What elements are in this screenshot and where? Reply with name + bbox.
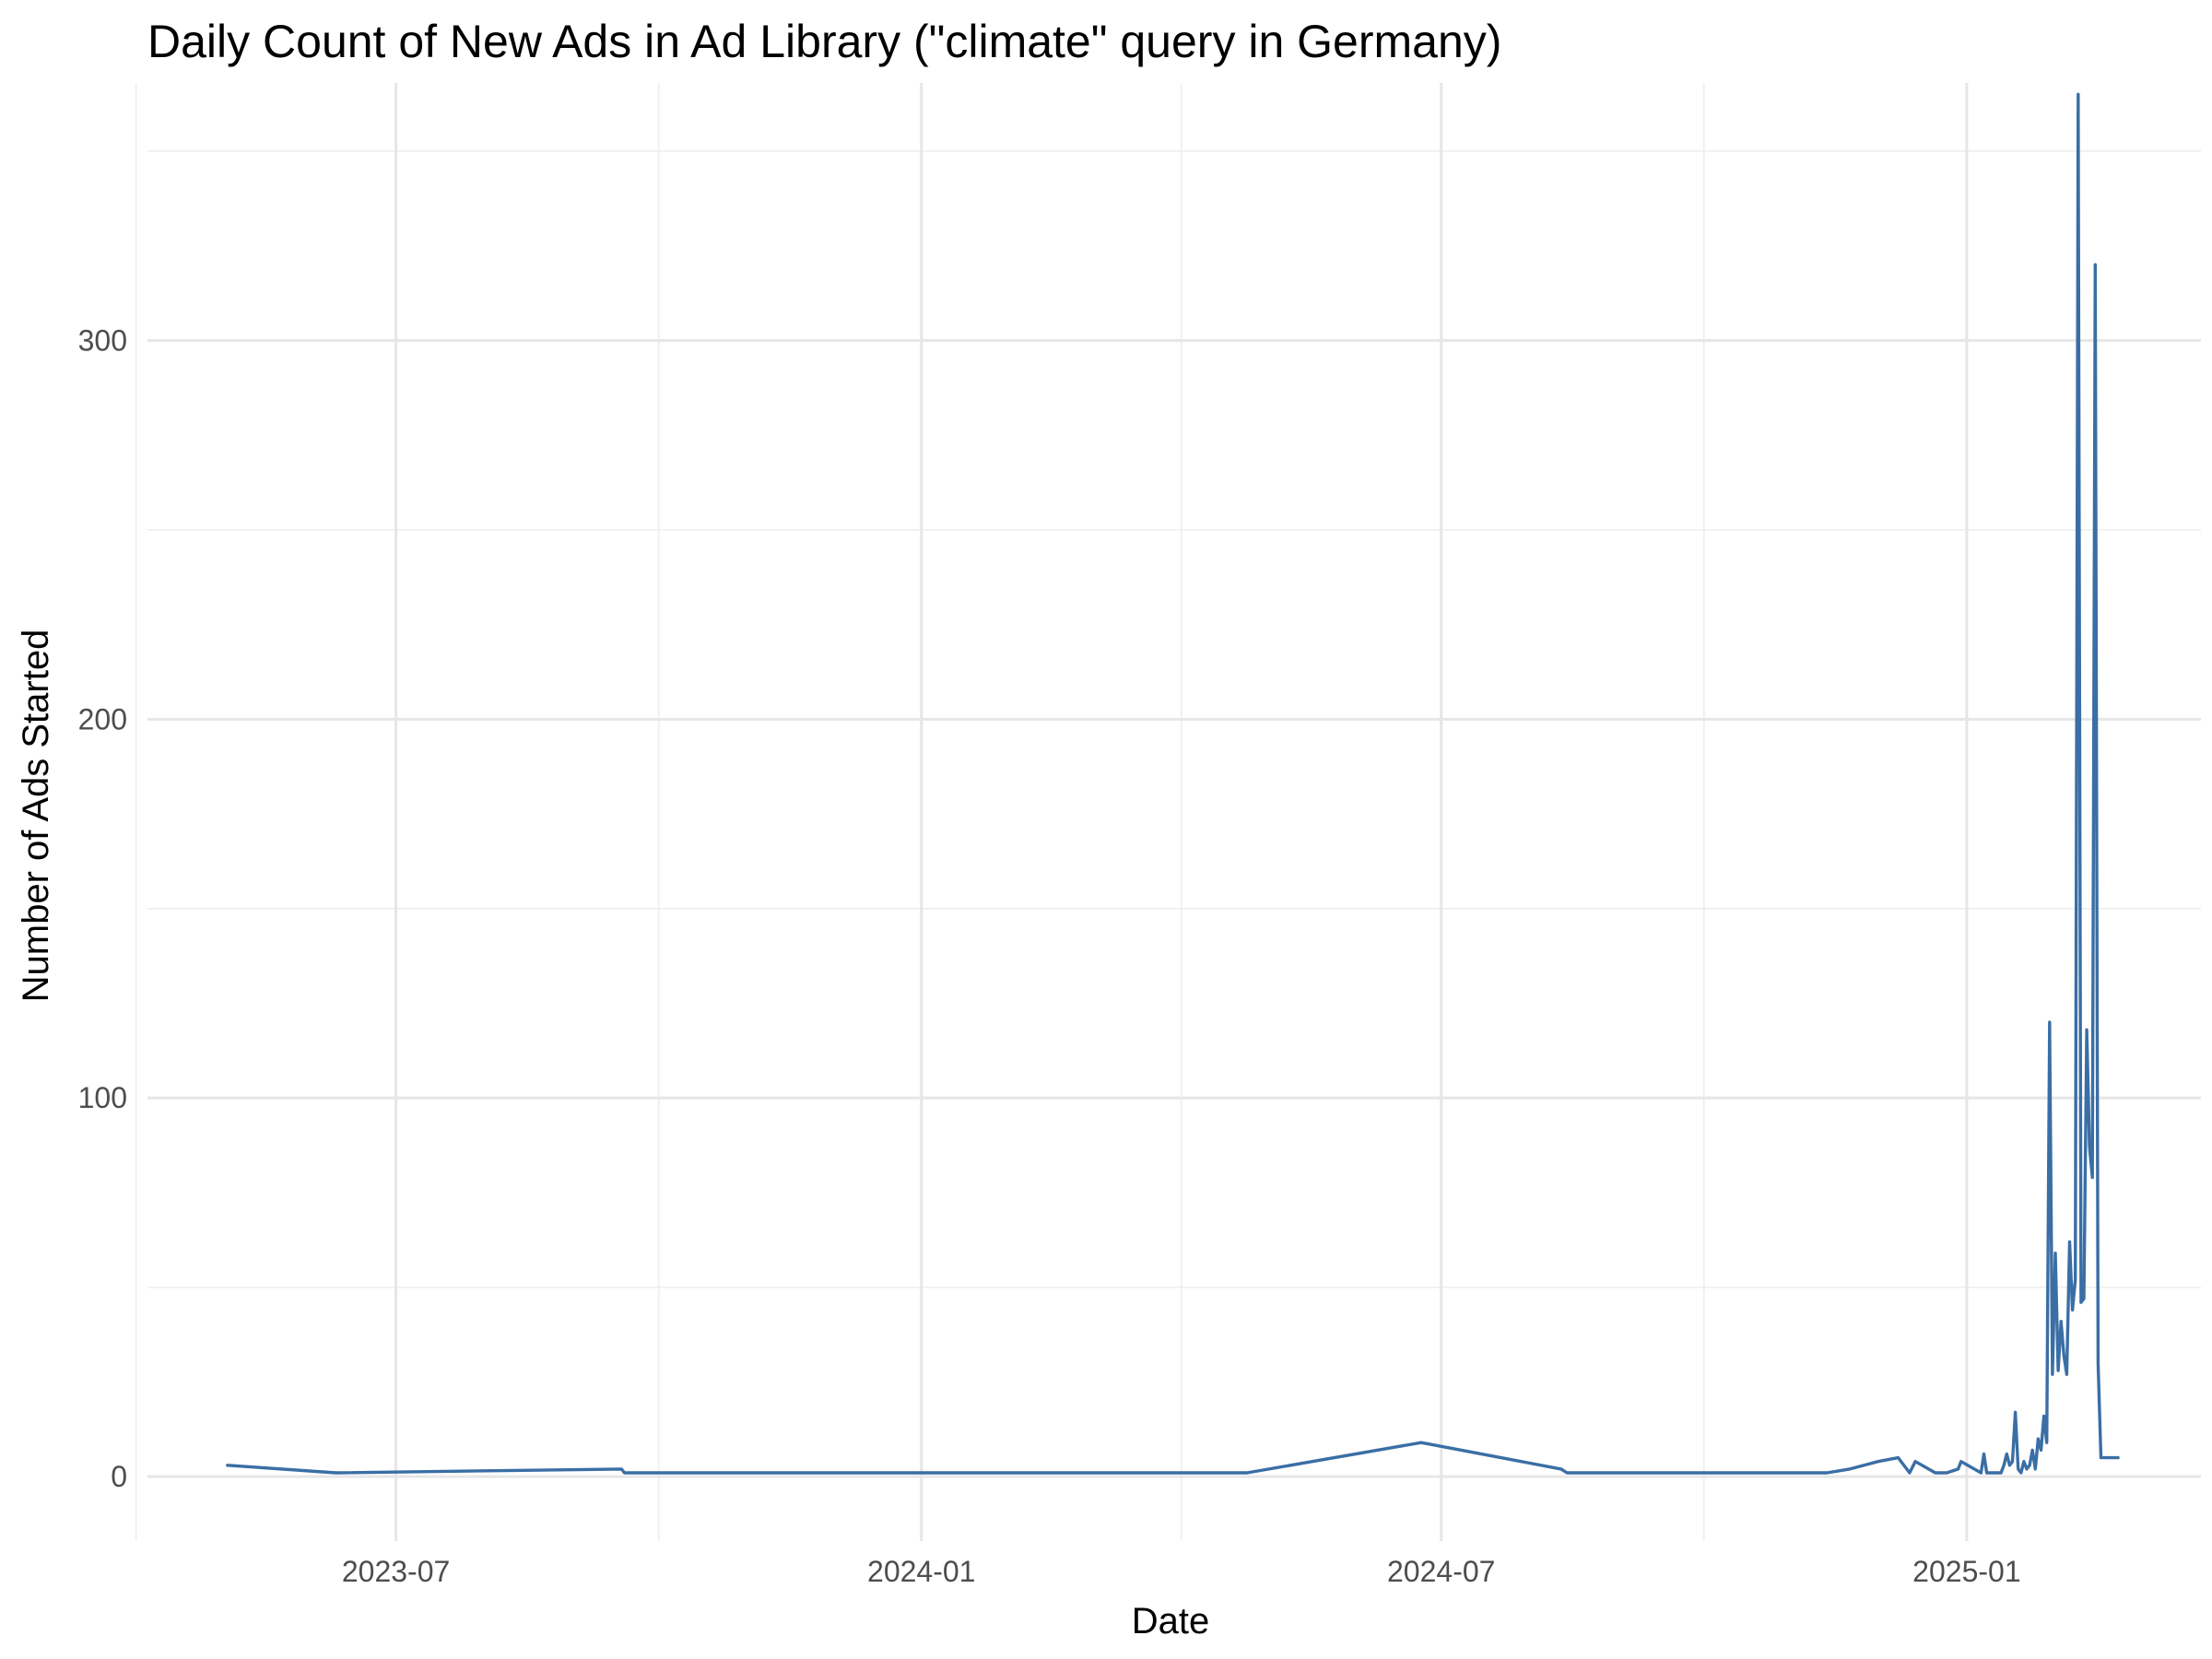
y-axis-title: Number of Ads Started (16, 629, 56, 1003)
y-tick-label: 0 (111, 1460, 127, 1493)
x-axis-title: Date (1132, 1601, 1210, 1641)
series-line-0 (226, 92, 2120, 1475)
x-axis-tick-labels: 2023-07 2024-01 2024-07 2025-01 (342, 1555, 2021, 1588)
y-tick-label: 200 (78, 702, 127, 735)
x-tick-label: 2023-07 (342, 1555, 450, 1588)
series-layer (226, 92, 2120, 1475)
x-tick-label: 2024-01 (867, 1555, 975, 1588)
major-gridlines (147, 83, 2201, 1541)
chart-title: Daily Count of New Ads in Ad Library ("c… (147, 16, 1501, 67)
x-tick-label: 2025-01 (1912, 1555, 2020, 1588)
x-tick-label: 2024-07 (1387, 1555, 1495, 1588)
y-tick-label: 300 (78, 324, 127, 357)
y-tick-label: 100 (78, 1081, 127, 1114)
minor-gridlines (135, 83, 2201, 1541)
y-axis-tick-labels: 0 100 200 300 (78, 324, 127, 1493)
